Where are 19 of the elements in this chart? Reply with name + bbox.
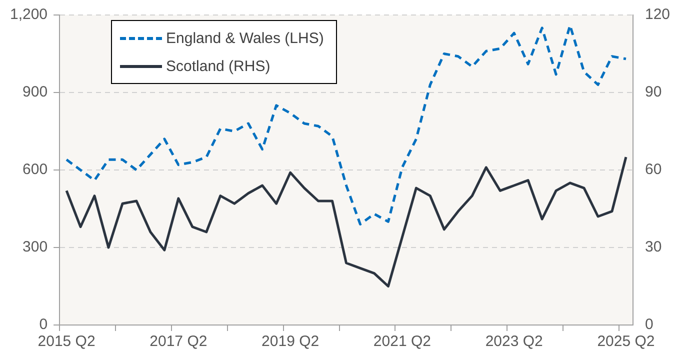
x-tick-label: 2017 Q2 xyxy=(150,333,208,350)
y2-tick-label: 30 xyxy=(644,238,662,256)
y2-tick-label: 0 xyxy=(644,316,654,334)
x-tick-label: 2025 Q2 xyxy=(597,333,655,350)
y2-tick-label: 120 xyxy=(644,6,670,24)
legend-label: Scotland (RHS) xyxy=(166,58,270,74)
x-tick-label: 2023 Q2 xyxy=(485,333,543,350)
y2-tick-label: 90 xyxy=(644,84,662,101)
y-tick-label: 900 xyxy=(22,84,48,101)
y2-tick-label: 60 xyxy=(644,161,662,178)
y-tick-label: 0 xyxy=(39,316,48,334)
legend-label: England & Wales (LHS) xyxy=(166,30,324,46)
y-tick-label: 600 xyxy=(22,161,48,178)
x-tick-label: 2021 Q2 xyxy=(373,333,431,350)
y-tick-label: 300 xyxy=(22,238,48,256)
x-tick-label: 2015 Q2 xyxy=(38,333,96,350)
y-tick-label: 1,200 xyxy=(10,6,48,24)
line-series xyxy=(65,24,628,226)
x-tick-label: 2019 Q2 xyxy=(262,333,320,350)
